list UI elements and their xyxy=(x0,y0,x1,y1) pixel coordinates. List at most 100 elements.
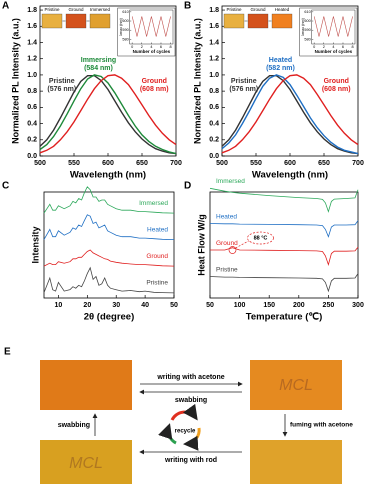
series-name: Ground xyxy=(216,240,238,247)
y-tick-label: 1.0 xyxy=(27,72,37,79)
x-tick-label: 150 xyxy=(263,302,275,309)
y-tick-label: 0.8 xyxy=(209,88,219,95)
x-tick-label: 50 xyxy=(170,302,178,309)
x-tick-label: 40 xyxy=(141,302,149,309)
inset-x-tick-label: 2 xyxy=(141,45,143,49)
step-label: swabbing xyxy=(175,397,207,404)
inset-x-tick-label: 6 xyxy=(160,45,162,49)
inset-x-tick-label: 6 xyxy=(342,45,344,49)
series-line xyxy=(221,74,359,154)
x-tick-label: 500 xyxy=(216,160,228,167)
y-tick-label: 1.6 xyxy=(27,23,37,30)
x-tick-label: 10 xyxy=(55,302,63,309)
series-line xyxy=(43,266,175,294)
annotation-leader xyxy=(235,240,249,249)
y-tick-label: 0.4 xyxy=(209,120,219,127)
y-axis-label: Heat Flow W/g xyxy=(196,214,206,276)
inset-x-tick-label: 4 xyxy=(150,45,152,49)
inset-y-tick-label: 580 xyxy=(304,37,310,41)
photo xyxy=(250,440,342,484)
series-line xyxy=(209,187,359,213)
inset-x-label: Number of cycles xyxy=(133,49,171,54)
series-line xyxy=(209,273,359,293)
panel-letter: A xyxy=(2,1,9,12)
y-tick-label: 1.4 xyxy=(27,39,37,46)
series-line xyxy=(221,75,359,155)
annotation-marker xyxy=(228,246,237,254)
y-axis-label: Intensity xyxy=(30,226,40,263)
photo-label: Pristine xyxy=(226,7,242,12)
x-tick-label: 650 xyxy=(136,160,148,167)
inset-y-tick-label: 610 xyxy=(122,10,128,14)
y-tick-label: 0.0 xyxy=(209,153,219,160)
inset-y-tick-label: 610 xyxy=(304,10,310,14)
series-peak: (608 nm) xyxy=(140,86,169,93)
series-name: Pristine xyxy=(231,78,257,85)
y-tick-label: 0.8 xyxy=(27,88,37,95)
photo-label: Ground xyxy=(68,7,84,12)
photo xyxy=(40,360,132,410)
y-tick-label: 0.6 xyxy=(27,104,37,111)
step-label: swabbing xyxy=(58,422,90,429)
inset-x-tick-label: 0 xyxy=(131,45,133,49)
inset-y-label: λmax (nm) xyxy=(119,17,123,36)
series-line xyxy=(221,74,359,155)
inset-y-tick-label: 590 xyxy=(122,28,128,32)
series-name: Pristine xyxy=(49,78,75,85)
y-axis-label: Normalized PL Intensity (a.u.) xyxy=(192,18,202,144)
inset-y-tick-label: 600 xyxy=(122,19,128,23)
series-line xyxy=(209,220,359,238)
x-tick-label: 700 xyxy=(352,160,364,167)
y-axis-label: Normalized PL Intensity (a.u.) xyxy=(10,18,20,144)
photo xyxy=(89,13,111,29)
photo-label: Pristine xyxy=(44,7,60,12)
series-line xyxy=(39,75,177,155)
y-tick-label: 1.6 xyxy=(209,23,219,30)
y-tick-label: 0.0 xyxy=(27,153,37,160)
panel-letter: B xyxy=(184,1,191,12)
inset-x-label: Number of cycles xyxy=(315,49,353,54)
inset-y-tick-label: 600 xyxy=(304,19,310,23)
series-name: Pristine xyxy=(146,280,168,287)
panel-letter: D xyxy=(184,181,191,192)
photo-label: Heated xyxy=(275,7,290,12)
inset-x-tick-label: 0 xyxy=(313,45,315,49)
inset-x-tick-label: 4 xyxy=(332,45,334,49)
annotation: 88 °C xyxy=(254,235,268,241)
photo xyxy=(250,360,342,410)
photo xyxy=(41,13,63,29)
series-name: Ground xyxy=(146,253,168,260)
photo-label: Ground xyxy=(250,7,266,12)
series-line xyxy=(43,186,175,214)
y-tick-label: 0.2 xyxy=(27,137,37,144)
photo xyxy=(223,13,245,29)
inset-line xyxy=(313,16,353,37)
y-tick-label: 1.2 xyxy=(27,56,37,63)
series-line xyxy=(210,246,359,266)
x-tick-label: 650 xyxy=(318,160,330,167)
x-tick-label: 200 xyxy=(293,302,305,309)
step-label: writing with rod xyxy=(164,457,217,464)
series-name: Heated xyxy=(147,226,168,233)
photo-writing: MCL xyxy=(69,455,103,472)
inset-line xyxy=(131,16,171,37)
x-tick-label: 250 xyxy=(323,302,335,309)
recycle-label: recycle xyxy=(175,429,196,435)
series-peak: (582 nm) xyxy=(266,65,295,72)
x-tick-label: 100 xyxy=(234,302,246,309)
inset-frame xyxy=(299,7,358,57)
x-tick-label: 600 xyxy=(102,160,114,167)
photo xyxy=(271,13,293,29)
x-tick-label: 50 xyxy=(206,302,214,309)
y-tick-label: 1.4 xyxy=(209,39,219,46)
photo xyxy=(40,440,132,484)
y-tick-label: 0.6 xyxy=(209,104,219,111)
inset-frame xyxy=(117,7,176,57)
x-tick-label: 20 xyxy=(83,302,91,309)
y-tick-label: 1.0 xyxy=(209,72,219,79)
plot-frame xyxy=(43,191,175,299)
series-line xyxy=(39,74,177,154)
x-tick-label: 300 xyxy=(352,302,364,309)
inset-x-tick-label: 8 xyxy=(352,45,354,49)
photo-label: Immersed xyxy=(90,7,111,12)
